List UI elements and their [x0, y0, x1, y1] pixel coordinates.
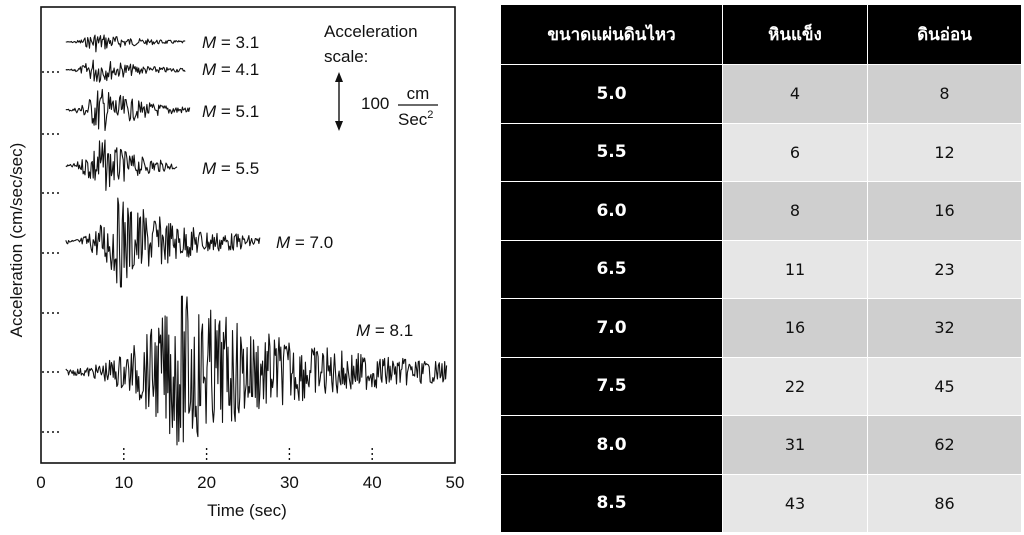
cell-magnitude: 6.0 [500, 181, 723, 241]
cell-hard-rock: 8 [722, 181, 868, 241]
scale-unit-den-text: Sec [398, 110, 428, 129]
table-body: 5.0 4 8 5.5 6 12 6.0 8 16 6.5 11 23 7.0 16 32 7.5 22 45 8.… [500, 64, 1022, 533]
scale-value: 100 [361, 94, 389, 113]
cell-hard-rock: 31 [722, 415, 868, 475]
cell-hard-rock: 6 [722, 122, 868, 182]
magnitude-value: = 3.1 [221, 33, 259, 52]
magnitude-value: = 5.1 [221, 102, 259, 121]
header-magnitude: ขนาดแผ่นดินไหว [500, 4, 723, 65]
magnitude-label: M = 7.0 [276, 233, 333, 252]
cell-soft-soil: 86 [867, 473, 1022, 533]
x-tick-label: 0 [36, 473, 45, 492]
scale-unit-numerator: cm [407, 84, 430, 103]
trace-70 [65, 197, 261, 288]
cell-soft-soil: 62 [867, 415, 1022, 475]
trace-41 [65, 59, 186, 83]
table-row: 6.0 8 16 [500, 181, 1022, 241]
cell-magnitude: 7.5 [500, 356, 723, 416]
cell-hard-rock: 16 [722, 298, 868, 358]
x-axis-ticks: 0 10 20 30 40 50 [36, 448, 464, 492]
table-row: 8.0 31 62 [500, 415, 1022, 475]
cell-magnitude: 8.0 [500, 415, 723, 475]
cell-soft-soil: 16 [867, 181, 1022, 241]
cell-soft-soil: 32 [867, 298, 1022, 358]
header-soft-soil: ดินอ่อน [867, 4, 1022, 65]
x-tick-label: 10 [114, 473, 133, 492]
magnitude-symbol: M [202, 159, 217, 178]
trace-81 [65, 295, 448, 446]
cell-hard-rock: 11 [722, 239, 868, 299]
scale-title: Acceleration [324, 22, 418, 41]
magnitude-symbol: M [202, 33, 217, 52]
cell-magnitude: 6.5 [500, 239, 723, 299]
cell-hard-rock: 43 [722, 473, 868, 533]
acceleration-scale: Acceleration scale: 100 cm Sec2 [324, 22, 438, 131]
scale-arrow-up-icon [335, 72, 343, 82]
magnitude-symbol: M [202, 102, 217, 121]
cell-magnitude: 7.0 [500, 298, 723, 358]
scale-title-line2: scale: [324, 47, 368, 66]
traces-group [42, 34, 448, 446]
cell-magnitude: 8.5 [500, 473, 723, 533]
cell-soft-soil: 8 [867, 64, 1022, 124]
cell-hard-rock: 4 [722, 64, 868, 124]
magnitude-value: = 4.1 [221, 60, 259, 79]
magnitude-value: = 5.5 [221, 159, 259, 178]
cell-magnitude: 5.0 [500, 64, 723, 124]
table-row: 6.5 11 23 [500, 239, 1022, 299]
scale-unit-denominator: Sec2 [398, 109, 433, 129]
scale-arrow-down-icon [335, 121, 343, 131]
x-axis-label: Time (sec) [207, 501, 287, 520]
accelerogram-chart: Acceleration (cm/sec/sec) Time (sec) Acc… [7, 6, 464, 520]
cell-magnitude: 5.5 [500, 122, 723, 182]
magnitude-label: M = 5.1 [202, 102, 259, 121]
y-axis-label: Acceleration (cm/sec/sec) [7, 143, 26, 338]
table-header-row: ขนาดแผ่นดินไหว หินแข็ง ดินอ่อน [500, 4, 1022, 65]
table-row: 5.5 6 12 [500, 122, 1022, 182]
plot-frame [40, 6, 456, 464]
trace-55 [65, 139, 178, 191]
header-hard-rock: หินแข็ง [722, 4, 868, 65]
table-row: 8.5 43 86 [500, 473, 1022, 533]
magnitude-value: = 8.1 [375, 321, 413, 340]
magnitude-label: M = 3.1 [202, 33, 259, 52]
cell-soft-soil: 23 [867, 239, 1022, 299]
scale-unit-exp: 2 [427, 109, 433, 121]
magnitude-label: M = 4.1 [202, 60, 259, 79]
x-tick-label: 50 [446, 473, 465, 492]
x-tick-label: 20 [197, 473, 216, 492]
x-tick-label: 30 [280, 473, 299, 492]
trace-51 [65, 88, 191, 132]
table-row: 7.0 16 32 [500, 298, 1022, 358]
accelerogram-figure: Acceleration (cm/sec/sec) Time (sec) Acc… [0, 0, 480, 535]
magnitude-labels: M = 3.1M = 4.1M = 5.1M = 5.5M = 7.0M = 8… [202, 33, 413, 340]
magnitude-symbol: M [356, 321, 371, 340]
magnitude-label: M = 5.5 [202, 159, 259, 178]
x-tick-label: 40 [363, 473, 382, 492]
trace-31 [65, 34, 186, 53]
data-table: ขนาดแผ่นดินไหว หินแข็ง ดินอ่อน 5.0 4 8 5.5 6… [500, 4, 1022, 533]
scale-title-line1: Acceleration [324, 22, 418, 41]
magnitude-symbol: M [276, 233, 291, 252]
magnitude-acceleration-table: ขนาดแผ่นดินไหว หินแข็ง ดินอ่อน 5.0 4 8 5.5 6… [500, 4, 1022, 533]
table-row: 5.0 4 8 [500, 64, 1022, 124]
table-row: 7.5 22 45 [500, 356, 1022, 416]
magnitude-value: = 7.0 [295, 233, 333, 252]
cell-hard-rock: 22 [722, 356, 868, 416]
magnitude-symbol: M [202, 60, 217, 79]
cell-soft-soil: 45 [867, 356, 1022, 416]
magnitude-label: M = 8.1 [356, 321, 413, 340]
cell-soft-soil: 12 [867, 122, 1022, 182]
